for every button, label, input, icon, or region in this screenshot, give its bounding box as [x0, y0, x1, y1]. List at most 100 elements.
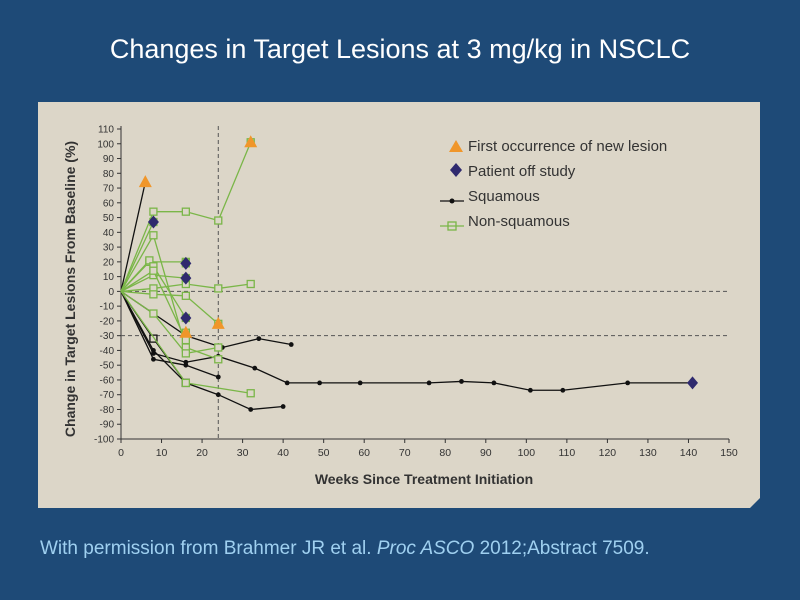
legend-squamous-dot-icon: [449, 198, 455, 204]
y-tick-label: 10: [103, 272, 115, 283]
y-tick-label: -80: [100, 405, 115, 416]
off-study-marker: [147, 215, 159, 229]
data-point-squamous: [252, 365, 258, 371]
y-tick-label: -100: [94, 435, 114, 446]
y-axis-label: Change in Target Lesions From Baseline (…: [62, 141, 78, 437]
legend-label-off-study: Patient off study: [468, 163, 576, 180]
x-tick-label: 110: [558, 447, 575, 459]
new-lesion-marker: [179, 325, 193, 338]
end-marker-group: [138, 135, 699, 390]
y-tick-label: 40: [103, 228, 115, 239]
y-tick-label: -50: [100, 361, 115, 372]
y-tick-label: -60: [100, 375, 115, 386]
y-tick-label: -30: [100, 331, 115, 342]
new-lesion-marker: [138, 175, 152, 188]
off-study-marker: [180, 311, 192, 325]
y-tick-label: 20: [103, 257, 115, 268]
series-line-squamous: [120, 291, 219, 378]
x-tick-label: 150: [720, 447, 738, 459]
x-tick-label: 140: [680, 447, 698, 459]
data-point-squamous: [151, 356, 156, 362]
data-point-non_squamous: [214, 284, 223, 293]
data-point-squamous: [248, 407, 254, 412]
data-point-squamous: [215, 374, 221, 380]
x-tick-label: 60: [358, 447, 370, 459]
x-tick-label: 0: [118, 447, 124, 459]
legend-label-non-squamous: Non-squamous: [468, 213, 570, 230]
data-point-squamous: [625, 380, 631, 386]
data-point-non_squamous: [181, 291, 191, 300]
y-tick-label: -40: [100, 346, 115, 357]
y-tick-label: 70: [103, 184, 115, 195]
legend-triangle-icon: [449, 140, 463, 152]
data-point-squamous: [256, 336, 262, 342]
data-point-squamous: [491, 380, 497, 386]
x-tick-label: 50: [318, 447, 330, 459]
x-tick-label: 130: [639, 447, 657, 459]
y-tick-label: 30: [103, 243, 115, 254]
data-point-non_squamous: [149, 207, 158, 216]
data-point-squamous: [288, 342, 294, 347]
data-point-squamous: [560, 387, 566, 393]
x-tick-label: 70: [399, 447, 411, 459]
x-axis-label: Weeks Since Treatment Initiation: [315, 471, 533, 487]
x-tick-label: 20: [196, 447, 208, 459]
legend-label-new-lesion: First occurrence of new lesion: [468, 138, 667, 155]
data-point-non_squamous: [181, 378, 191, 388]
citation-suffix: 2012;Abstract 7509.: [474, 538, 650, 559]
x-tick-label: 40: [277, 447, 289, 459]
data-point-squamous: [527, 387, 533, 393]
data-point-squamous: [317, 380, 323, 386]
data-point-non_squamous: [246, 389, 255, 398]
citation: With permission from Brahmer JR et al. P…: [40, 538, 650, 560]
chart-legend: First occurrence of new lesion Patient o…: [440, 138, 667, 231]
x-tick-label: 100: [518, 447, 536, 459]
data-point-non_squamous: [149, 309, 158, 318]
y-tick-label: 90: [103, 154, 115, 165]
data-point-squamous: [149, 334, 158, 343]
y-tick-label: 110: [98, 125, 114, 136]
series-line-squamous: [120, 182, 146, 292]
x-tick-label: 10: [156, 447, 168, 459]
data-point-non_squamous: [181, 207, 191, 216]
data-point-squamous: [183, 359, 189, 365]
new-lesion-marker: [244, 135, 258, 148]
x-tick-label: 80: [439, 447, 451, 459]
series-line-squamous: [120, 291, 284, 411]
legend-non-squamous-square-icon: [447, 221, 457, 231]
data-point-squamous: [284, 380, 290, 386]
data-point-squamous: [151, 350, 156, 356]
off-study-marker: [180, 256, 192, 270]
x-tick-label: 90: [480, 447, 492, 459]
data-point-squamous: [357, 380, 363, 386]
data-point-squamous: [215, 392, 221, 398]
data-point-squamous: [280, 404, 286, 409]
y-tick-label: 100: [97, 139, 114, 150]
series-line-non_squamous: [120, 290, 219, 325]
y-tick-label: 50: [103, 213, 115, 224]
legend-diamond-icon: [450, 163, 462, 177]
data-point-squamous: [459, 379, 464, 384]
series-line-non_squamous: [120, 290, 219, 355]
data-point-squamous: [426, 380, 432, 386]
off-study-marker: [687, 376, 699, 390]
y-tick-label: -10: [100, 302, 115, 313]
citation-prefix: With permission from Brahmer JR et al.: [40, 538, 377, 559]
new-lesion-marker: [211, 316, 225, 329]
data-point-non_squamous: [214, 355, 223, 364]
y-tick-label: 0: [108, 287, 114, 298]
data-point-non_squamous: [214, 216, 223, 225]
chart-plot: Change in Target Lesions From Baseline (…: [62, 125, 738, 488]
data-point-non_squamous: [149, 266, 158, 275]
data-point-non_squamous: [214, 343, 223, 352]
data-point-non_squamous: [149, 231, 158, 240]
data-point-non_squamous: [246, 279, 255, 289]
y-tick-label: 80: [103, 169, 115, 180]
y-tick-label: -70: [100, 390, 115, 401]
x-tick-label: 30: [237, 447, 249, 459]
legend-label-squamous: Squamous: [468, 188, 540, 205]
x-tick-label: 120: [599, 447, 617, 459]
y-tick-label: 60: [103, 198, 115, 209]
